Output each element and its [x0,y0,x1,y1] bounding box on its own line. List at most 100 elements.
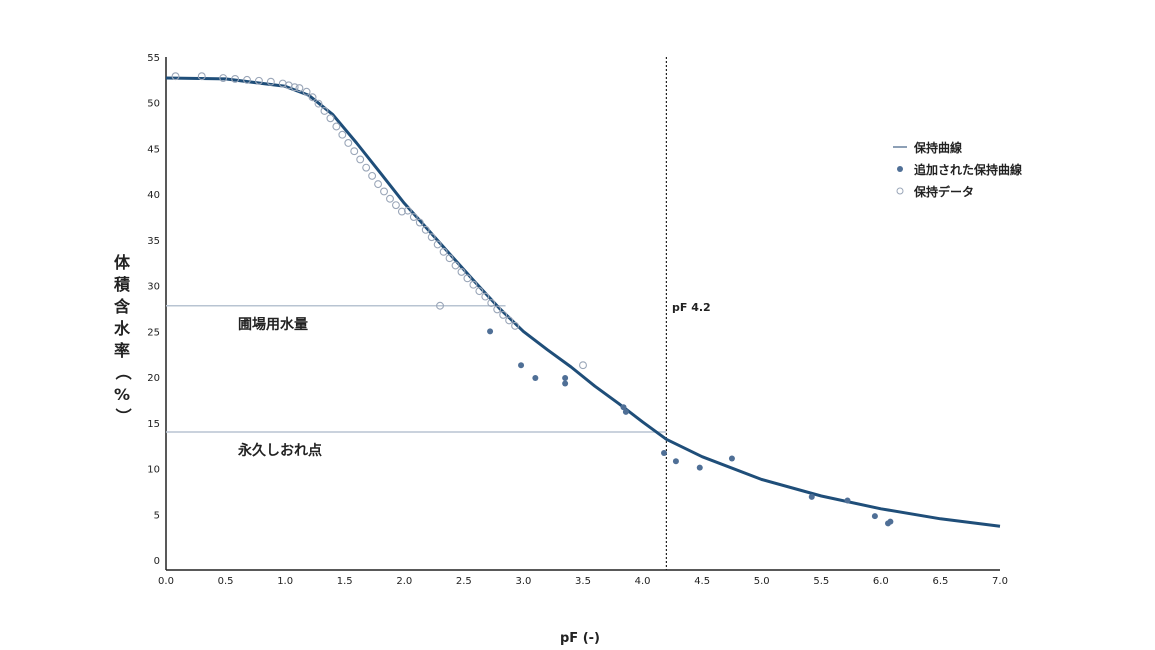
field-capacity-label: 圃場用水量 [238,316,308,333]
y-tick-label: 20 [147,373,160,384]
retention-data-point [326,114,335,123]
retention-data-point [374,180,383,189]
retention-data-point [505,316,514,325]
y-tick-label: 0 [154,556,160,567]
retention-data-point [475,287,484,296]
retention-data-point [295,84,304,93]
x-tick-label: 5.0 [754,576,770,587]
retention-data-point [368,171,377,180]
retention-data-point [436,301,444,310]
retention-data-point [463,274,472,283]
retention-data-point [439,247,448,256]
retention-data-point [356,155,365,164]
legend-ring-swatch [896,187,904,195]
y-tick-label: 40 [147,190,160,201]
y-tick-label: 30 [147,282,160,293]
retention-data-point [350,147,359,156]
y-axis-title-char: 含 [114,297,131,316]
retention-data-point [391,201,400,210]
y-tick-label: 25 [147,327,160,338]
x-tick-labels: 0.0 0.5 1.0 1.5 2.0 2.5 3.0 3.5 4.0 4.5 5.0 5.5 6.0 6… [158,576,1008,587]
retention-data-point [433,240,442,249]
added-data-point [672,458,679,465]
wilting-point-label: 永久しおれ点 [237,442,322,459]
y-tick-label: 5 [154,510,160,521]
retention-data-point [171,72,180,81]
added-data-point [844,497,851,504]
retention-data-point [362,163,371,172]
x-tick-label: 5.5 [813,576,829,587]
y-tick-label: 15 [147,419,160,430]
retention-data-point [511,321,520,330]
added-data-point [871,513,878,520]
retention-data-point [457,267,466,276]
retention-data-point [481,292,490,301]
added-data-point [808,493,815,500]
added-data-point [887,518,894,525]
y-axis-title-char: 積 [113,275,131,294]
retention-data-point [231,74,240,83]
retention-data-point [421,225,430,234]
retention-data-point [397,207,406,216]
pf42-label: pF 4.2 [672,301,711,314]
retention-data-point [427,233,436,242]
reference-lines [166,57,668,570]
x-tick-label: 6.5 [932,576,948,587]
x-tick-label: 7.0 [992,576,1008,587]
x-tick-label: 4.5 [694,576,710,587]
added-points-layer [487,328,894,527]
added-data-point [696,464,703,471]
y-axis-title-char: 体 [114,253,131,272]
x-axis-title: pF (-) [560,631,600,646]
added-data-point [532,375,539,382]
x-tick-label: 0.5 [218,576,234,587]
x-tick-label: 2.5 [456,576,472,587]
retention-data-point [197,72,206,81]
legend-label-added: 追加された保持曲線 [914,162,1022,177]
retention-data-point [308,93,317,102]
retention-data-point [290,83,299,92]
y-tick-label: 50 [147,99,160,110]
legend-label-data: 保持データ [913,184,974,199]
retention-data-point [493,305,502,314]
added-data-point [661,449,668,456]
x-tick-label: 2.0 [396,576,412,587]
retention-data-point [403,206,412,215]
y-axis-title-char: （ [114,364,133,380]
retention-data-layer [171,72,587,370]
y-tick-labels: 0 5 10 15 20 25 30 35 40 45 50 55 [147,53,160,567]
retention-data-point [254,76,263,85]
retention-curve-layer [165,76,1001,528]
retention-data-point [338,130,347,139]
y-tick-label: 55 [147,53,160,64]
retention-data-point [344,139,353,147]
y-axis-title-char: ） [114,408,133,424]
y-tick-label: 35 [147,236,160,247]
retention-data-point [409,213,418,221]
added-data-point [562,380,569,387]
x-tick-label: 6.0 [873,576,889,587]
retention-data-point [320,107,329,115]
added-data-point [518,362,525,369]
x-tick-label: 0.0 [158,576,174,587]
retention-data-point [579,361,587,370]
retention-data-point [499,310,508,319]
added-data-point [487,328,494,335]
added-data-point [622,408,629,415]
retention-data-point [266,77,275,86]
retention-curve-line [165,76,1001,528]
retention-data-point [314,99,323,108]
y-tick-label: 10 [147,465,160,476]
added-data-point [728,455,735,462]
y-axis-title-char: % [114,385,130,404]
retention-data-point [302,87,311,96]
retention-data-point [451,261,460,270]
legend-label-curve: 保持曲線 [913,140,962,155]
x-tick-label: 4.0 [635,576,651,587]
x-tick-label: 3.0 [515,576,531,587]
x-tick-label: 1.5 [337,576,353,587]
retention-data-point [415,218,424,227]
retention-data-point [487,299,496,307]
